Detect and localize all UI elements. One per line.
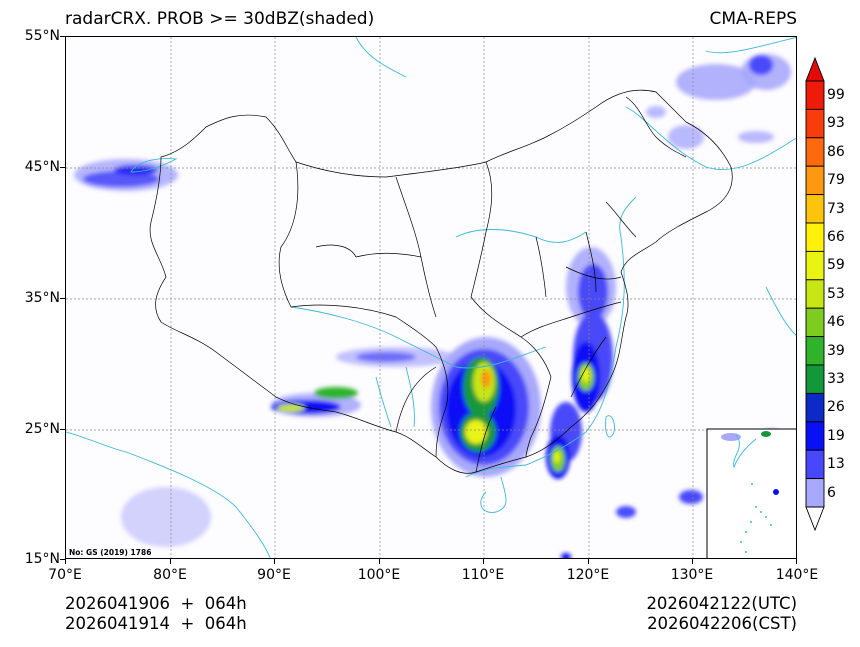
x-tick-label: 100°E (357, 567, 401, 583)
map-approval-number: No: GS (2019) 1786 (69, 548, 152, 557)
y-tick-mark (60, 429, 65, 430)
colorbar-level-label: 59 (827, 257, 845, 274)
gridlines (66, 37, 796, 558)
colorbar-box (805, 449, 825, 480)
colorbar-box (805, 336, 825, 366)
colorbar-box (805, 478, 825, 508)
colorbar-box (805, 279, 825, 309)
x-tick-mark (588, 559, 589, 564)
colorbar-box (805, 108, 825, 139)
colorbar-box (805, 80, 825, 110)
x-tick-label: 80°E (153, 567, 187, 583)
colorbar-level-label: 26 (827, 399, 845, 416)
init-time-block: 2026041906 + 064h 2026041914 + 064h (65, 594, 247, 634)
init-time-cst: 2026041914 + 064h (65, 614, 247, 633)
colorbar-box (805, 307, 825, 338)
valid-time-utc: 2026042122(UTC) (646, 594, 797, 613)
coastlines (66, 37, 796, 558)
x-tick-label: 140°E (775, 567, 819, 583)
colorbar-level-label: 93 (827, 115, 845, 132)
colorbar-boxes (805, 80, 825, 508)
y-tick-label: 35°N (24, 290, 60, 306)
x-tick-mark (483, 559, 484, 564)
y-tick-mark (60, 167, 65, 168)
colorbar-box (805, 165, 825, 196)
x-tick-label: 120°E (566, 567, 610, 583)
valid-time-block: 2026042122(UTC) 2026042206(CST) (646, 594, 797, 634)
x-tick-label: 110°E (461, 567, 505, 583)
y-tick-mark (60, 36, 65, 37)
colorbar-box (805, 137, 825, 167)
colorbar-level-label: 79 (827, 172, 845, 189)
map-canvas (66, 37, 796, 558)
valid-time-cst: 2026042206(CST) (647, 614, 797, 633)
colorbar-level-label: 39 (827, 342, 845, 359)
init-time-utc: 2026041906 + 064h (65, 594, 247, 613)
colorbar-level-label: 86 (827, 143, 845, 160)
colorbar-level-label: 13 (827, 456, 845, 473)
colorbar-box (805, 421, 825, 451)
colorbar-box (805, 364, 825, 394)
colorbar-level-label: 46 (827, 314, 845, 331)
x-tick-label: 90°E (257, 567, 291, 583)
colorbar-under-triangle (805, 506, 825, 532)
x-tick-mark (170, 559, 171, 564)
model-name: CMA-REPS (709, 9, 797, 29)
colorbar-level-label: 66 (827, 229, 845, 245)
colorbar-level-label: 53 (827, 285, 845, 302)
x-tick-mark (796, 559, 797, 564)
colorbar-level-label: 6 (827, 484, 836, 501)
x-tick-mark (65, 559, 66, 564)
x-tick-mark (692, 559, 693, 564)
x-tick-mark (274, 559, 275, 564)
colorbar-level-label: 19 (827, 427, 845, 444)
colorbar-box (805, 222, 825, 252)
x-tick-mark (379, 559, 380, 564)
colorbar-over-triangle (805, 56, 825, 82)
y-tick-mark (60, 298, 65, 299)
probability-shading (74, 54, 791, 558)
chart-title: radarCRX. PROB >= 30dBZ(shaded) (65, 9, 375, 29)
y-tick-label: 15°N (24, 551, 60, 567)
colorbar-box (805, 392, 825, 423)
colorbar-level-label: 73 (827, 200, 845, 217)
colorbar-level-label: 99 (827, 87, 845, 103)
y-tick-label: 45°N (24, 159, 60, 175)
south-china-sea-inset (706, 428, 796, 558)
y-tick-label: 55°N (24, 28, 60, 44)
map-plot-area (65, 36, 797, 559)
colorbar-level-label: 33 (827, 371, 845, 387)
colorbar (805, 56, 825, 532)
colorbar-box (805, 250, 825, 281)
political-borders (149, 89, 733, 474)
y-tick-label: 25°N (24, 421, 60, 437)
colorbar-box (805, 194, 825, 224)
x-tick-label: 130°E (670, 567, 714, 583)
y-tick-mark (60, 559, 65, 560)
x-tick-label: 70°E (48, 567, 82, 583)
